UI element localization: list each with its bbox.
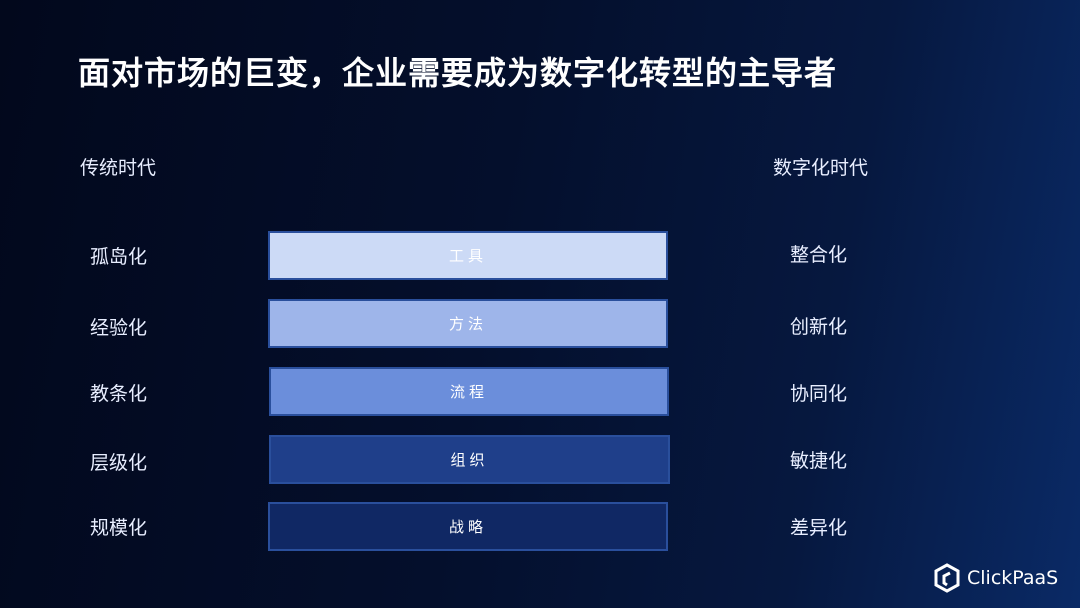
left-item: 层级化: [90, 452, 148, 474]
left-item: 教条化: [90, 383, 148, 405]
layer-bar-strategy: 战略: [268, 502, 668, 551]
right-column-header: 数字化时代: [773, 157, 869, 179]
layer-bar-tools: 工具: [268, 231, 668, 280]
right-item: 整合化: [790, 244, 848, 266]
clickpaas-logo-icon: [934, 563, 960, 593]
layer-bar-methods: 方法: [268, 299, 668, 348]
right-item: 差异化: [790, 517, 848, 539]
left-column-header: 传统时代: [80, 157, 157, 179]
left-item: 孤岛化: [90, 246, 148, 268]
right-item: 协同化: [790, 383, 848, 405]
logo-text: ClickPaaS: [967, 567, 1059, 589]
clickpaas-logo: ClickPaaS: [933, 563, 1058, 593]
right-item: 创新化: [790, 316, 848, 338]
layer-bar-process: 流程: [269, 367, 669, 416]
right-item: 敏捷化: [790, 450, 848, 472]
left-item: 经验化: [90, 317, 148, 339]
slide-title: 面对市场的巨变，企业需要成为数字化转型的主导者: [78, 54, 838, 92]
left-item: 规模化: [90, 517, 148, 539]
layer-bar-organization: 组织: [269, 435, 670, 484]
